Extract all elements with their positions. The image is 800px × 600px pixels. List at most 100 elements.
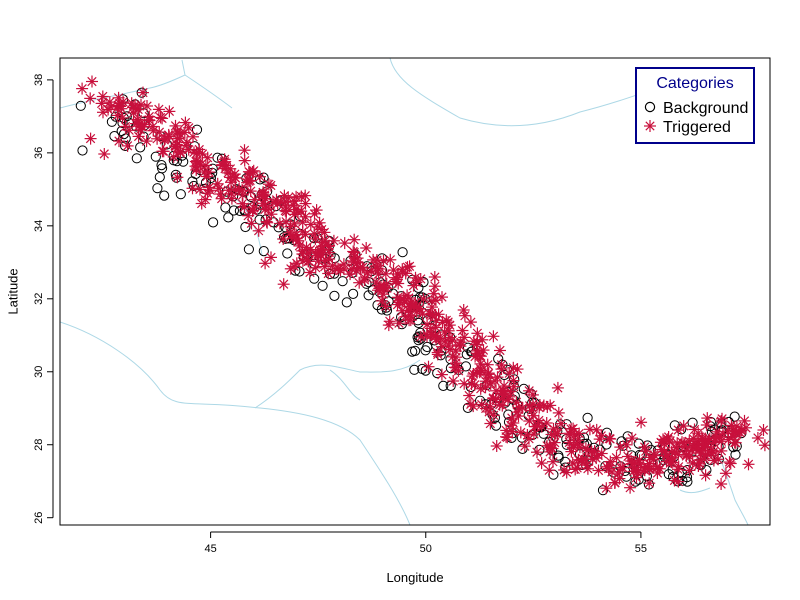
background-point: [460, 361, 471, 372]
background-point: [730, 449, 741, 460]
triggered-point: [277, 278, 290, 291]
triggered-point: [677, 420, 690, 432]
triggered-point: [322, 267, 335, 280]
triggered-point: [407, 279, 420, 292]
triggered-point: [127, 101, 139, 114]
triggered-point: [719, 467, 732, 480]
triggered-point: [271, 197, 284, 210]
triggered-point: [84, 92, 97, 105]
y-axis-title: Latitude: [5, 268, 20, 314]
triggered-point: [379, 300, 392, 313]
triggered-point: [163, 105, 176, 118]
triggered-point: [147, 124, 160, 137]
background-point: [110, 111, 121, 122]
triggered-point: [551, 381, 564, 394]
triggered-point: [564, 428, 577, 441]
triggered-point: [246, 166, 259, 178]
triggered-point: [260, 215, 273, 228]
triggered-point: [693, 457, 706, 470]
triggered-point: [351, 252, 364, 265]
triggered-point: [699, 469, 712, 482]
triggered-point: [610, 451, 623, 464]
triggered-point: [300, 253, 313, 266]
triggered-point: [337, 262, 350, 275]
coastline-segment: [184, 74, 233, 109]
triggered-point: [624, 481, 637, 494]
triggered-point: [566, 456, 579, 469]
triggered-point: [484, 417, 497, 430]
triggered-point: [653, 462, 666, 475]
legend-background-label: Background: [663, 100, 748, 117]
triggered-point: [738, 414, 751, 427]
y-tick-label: 36: [33, 147, 45, 159]
triggered-point: [211, 177, 224, 190]
triggered-point: [222, 184, 235, 197]
triggered-point: [171, 171, 184, 184]
triggered-point: [716, 412, 728, 425]
triggered-point: [252, 224, 265, 237]
triggered-point: [525, 404, 538, 417]
background-point: [131, 153, 142, 164]
triggered-point: [643, 463, 656, 476]
triggered-point: [190, 163, 203, 176]
triggered-point: [701, 448, 714, 461]
y-tick-label: 38: [33, 74, 45, 86]
triggered-point: [348, 233, 361, 246]
triggered-point: [384, 253, 397, 266]
triggered-point: [308, 207, 321, 220]
triggered-point: [257, 186, 270, 199]
triggered-point: [551, 427, 564, 440]
triggered-point: [354, 262, 367, 274]
triggered-point: [545, 428, 558, 441]
triggered-point: [377, 254, 390, 267]
triggered-point: [487, 392, 500, 405]
triggered-point: [259, 257, 272, 270]
background-point: [601, 439, 612, 450]
triggered-point: [672, 424, 685, 437]
triggered-point: [113, 135, 125, 148]
triggered-point: [672, 475, 685, 488]
triggered-point: [404, 297, 417, 310]
legend-asterisk: [644, 120, 656, 132]
triggered-point: [510, 396, 523, 409]
background-point: [77, 145, 88, 156]
triggered-point: [201, 151, 214, 164]
y-tick-label: 30: [33, 366, 45, 378]
coastline-segment: [329, 369, 361, 401]
triggered-point: [313, 216, 326, 229]
triggered-point: [84, 132, 97, 145]
background-point: [208, 217, 219, 228]
triggered-point: [436, 291, 448, 304]
triggered-point: [140, 135, 153, 148]
coastline-segment: [719, 457, 749, 525]
triggered-point: [438, 326, 451, 338]
background-point: [135, 142, 146, 153]
triggered-point: [304, 243, 317, 256]
triggered-point: [456, 324, 469, 337]
triggered-point: [501, 431, 514, 444]
triggered-point: [757, 424, 770, 436]
triggered-point: [467, 400, 480, 413]
background-point: [228, 205, 239, 216]
triggered-point: [98, 148, 111, 160]
triggered-point: [683, 464, 696, 477]
legend-background-symbol: [644, 101, 656, 113]
triggered-point: [152, 103, 165, 116]
background-point: [518, 383, 529, 394]
triggered-point: [495, 358, 508, 371]
triggered-point: [577, 452, 590, 465]
triggered-point: [552, 406, 565, 419]
triggered-point: [683, 435, 696, 448]
triggered-point: [447, 375, 460, 387]
background-point: [75, 100, 86, 111]
triggered-point: [666, 456, 679, 469]
triggered-point: [465, 378, 478, 390]
triggered-point: [299, 210, 312, 223]
legend-title: Categories: [656, 75, 733, 92]
triggered-point: [503, 367, 516, 380]
triggered-point: [119, 120, 132, 133]
triggered-point: [194, 183, 206, 196]
background-point: [465, 381, 476, 393]
